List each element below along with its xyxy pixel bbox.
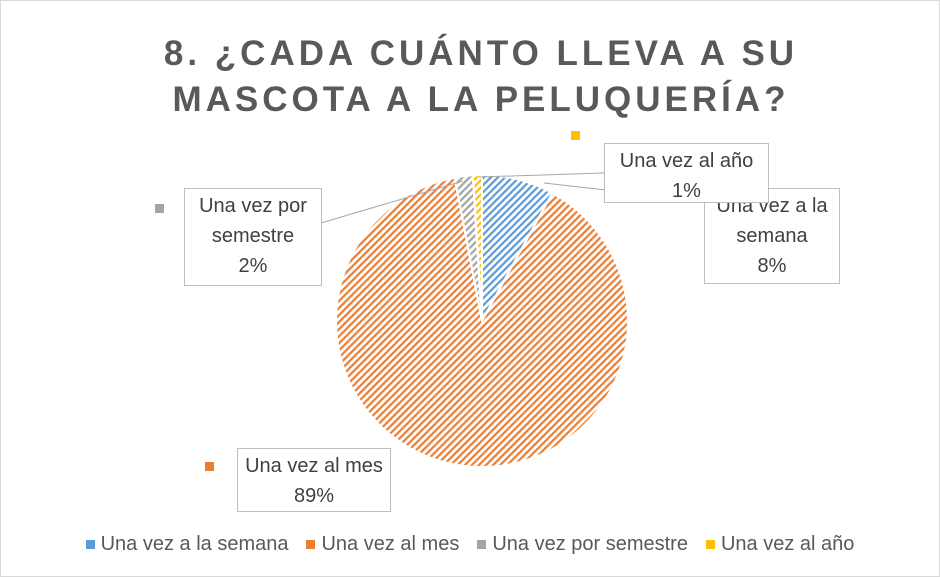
data-label: Una vez al mes 89% [237,448,391,512]
data-label-value: 1% [672,180,701,202]
legend-item: Una vez por semestre [477,533,688,556]
pie-slice [335,176,629,468]
leader-line [320,180,464,224]
legend-label: Una vez a la semana [100,533,289,555]
legend-swatch [306,540,316,549]
legend-label: Una vez al año [720,533,855,555]
data-label-value: 2% [238,255,268,277]
data-label: Una vez a la semana 8% [704,188,840,284]
legend-item: Una vez al mes [306,533,459,556]
pie-slice [471,173,483,322]
legend-swatch [705,540,715,549]
legend-label: Una vez por semestre [492,533,688,555]
legend-swatch [477,540,487,549]
data-label-value: 89% [293,485,335,507]
label-marker [205,462,214,471]
data-label-value: 8% [757,255,787,277]
data-label-category: Una vez al mes [245,455,383,477]
data-label-category: Una vez por semestre [199,195,307,247]
data-label: Una vez por semestre 2% [184,188,322,286]
legend-item: Una vez al año [705,533,855,556]
label-marker [571,131,580,140]
data-label: Una vez al año 1% [604,143,769,203]
legend: Una vez a la semana Una vez al mes Una vez… [1,533,939,556]
label-marker [155,204,164,213]
legend-item: Una vez a la semana [85,533,289,556]
leader-line [478,172,605,178]
chart-title: 8. ¿CADA CUÁNTO LLEVA A SU MASCOTA A LA … [163,34,799,119]
legend-swatch [85,540,95,549]
data-label-category: Una vez al año [619,150,754,172]
legend-label: Una vez al mes [321,533,460,555]
